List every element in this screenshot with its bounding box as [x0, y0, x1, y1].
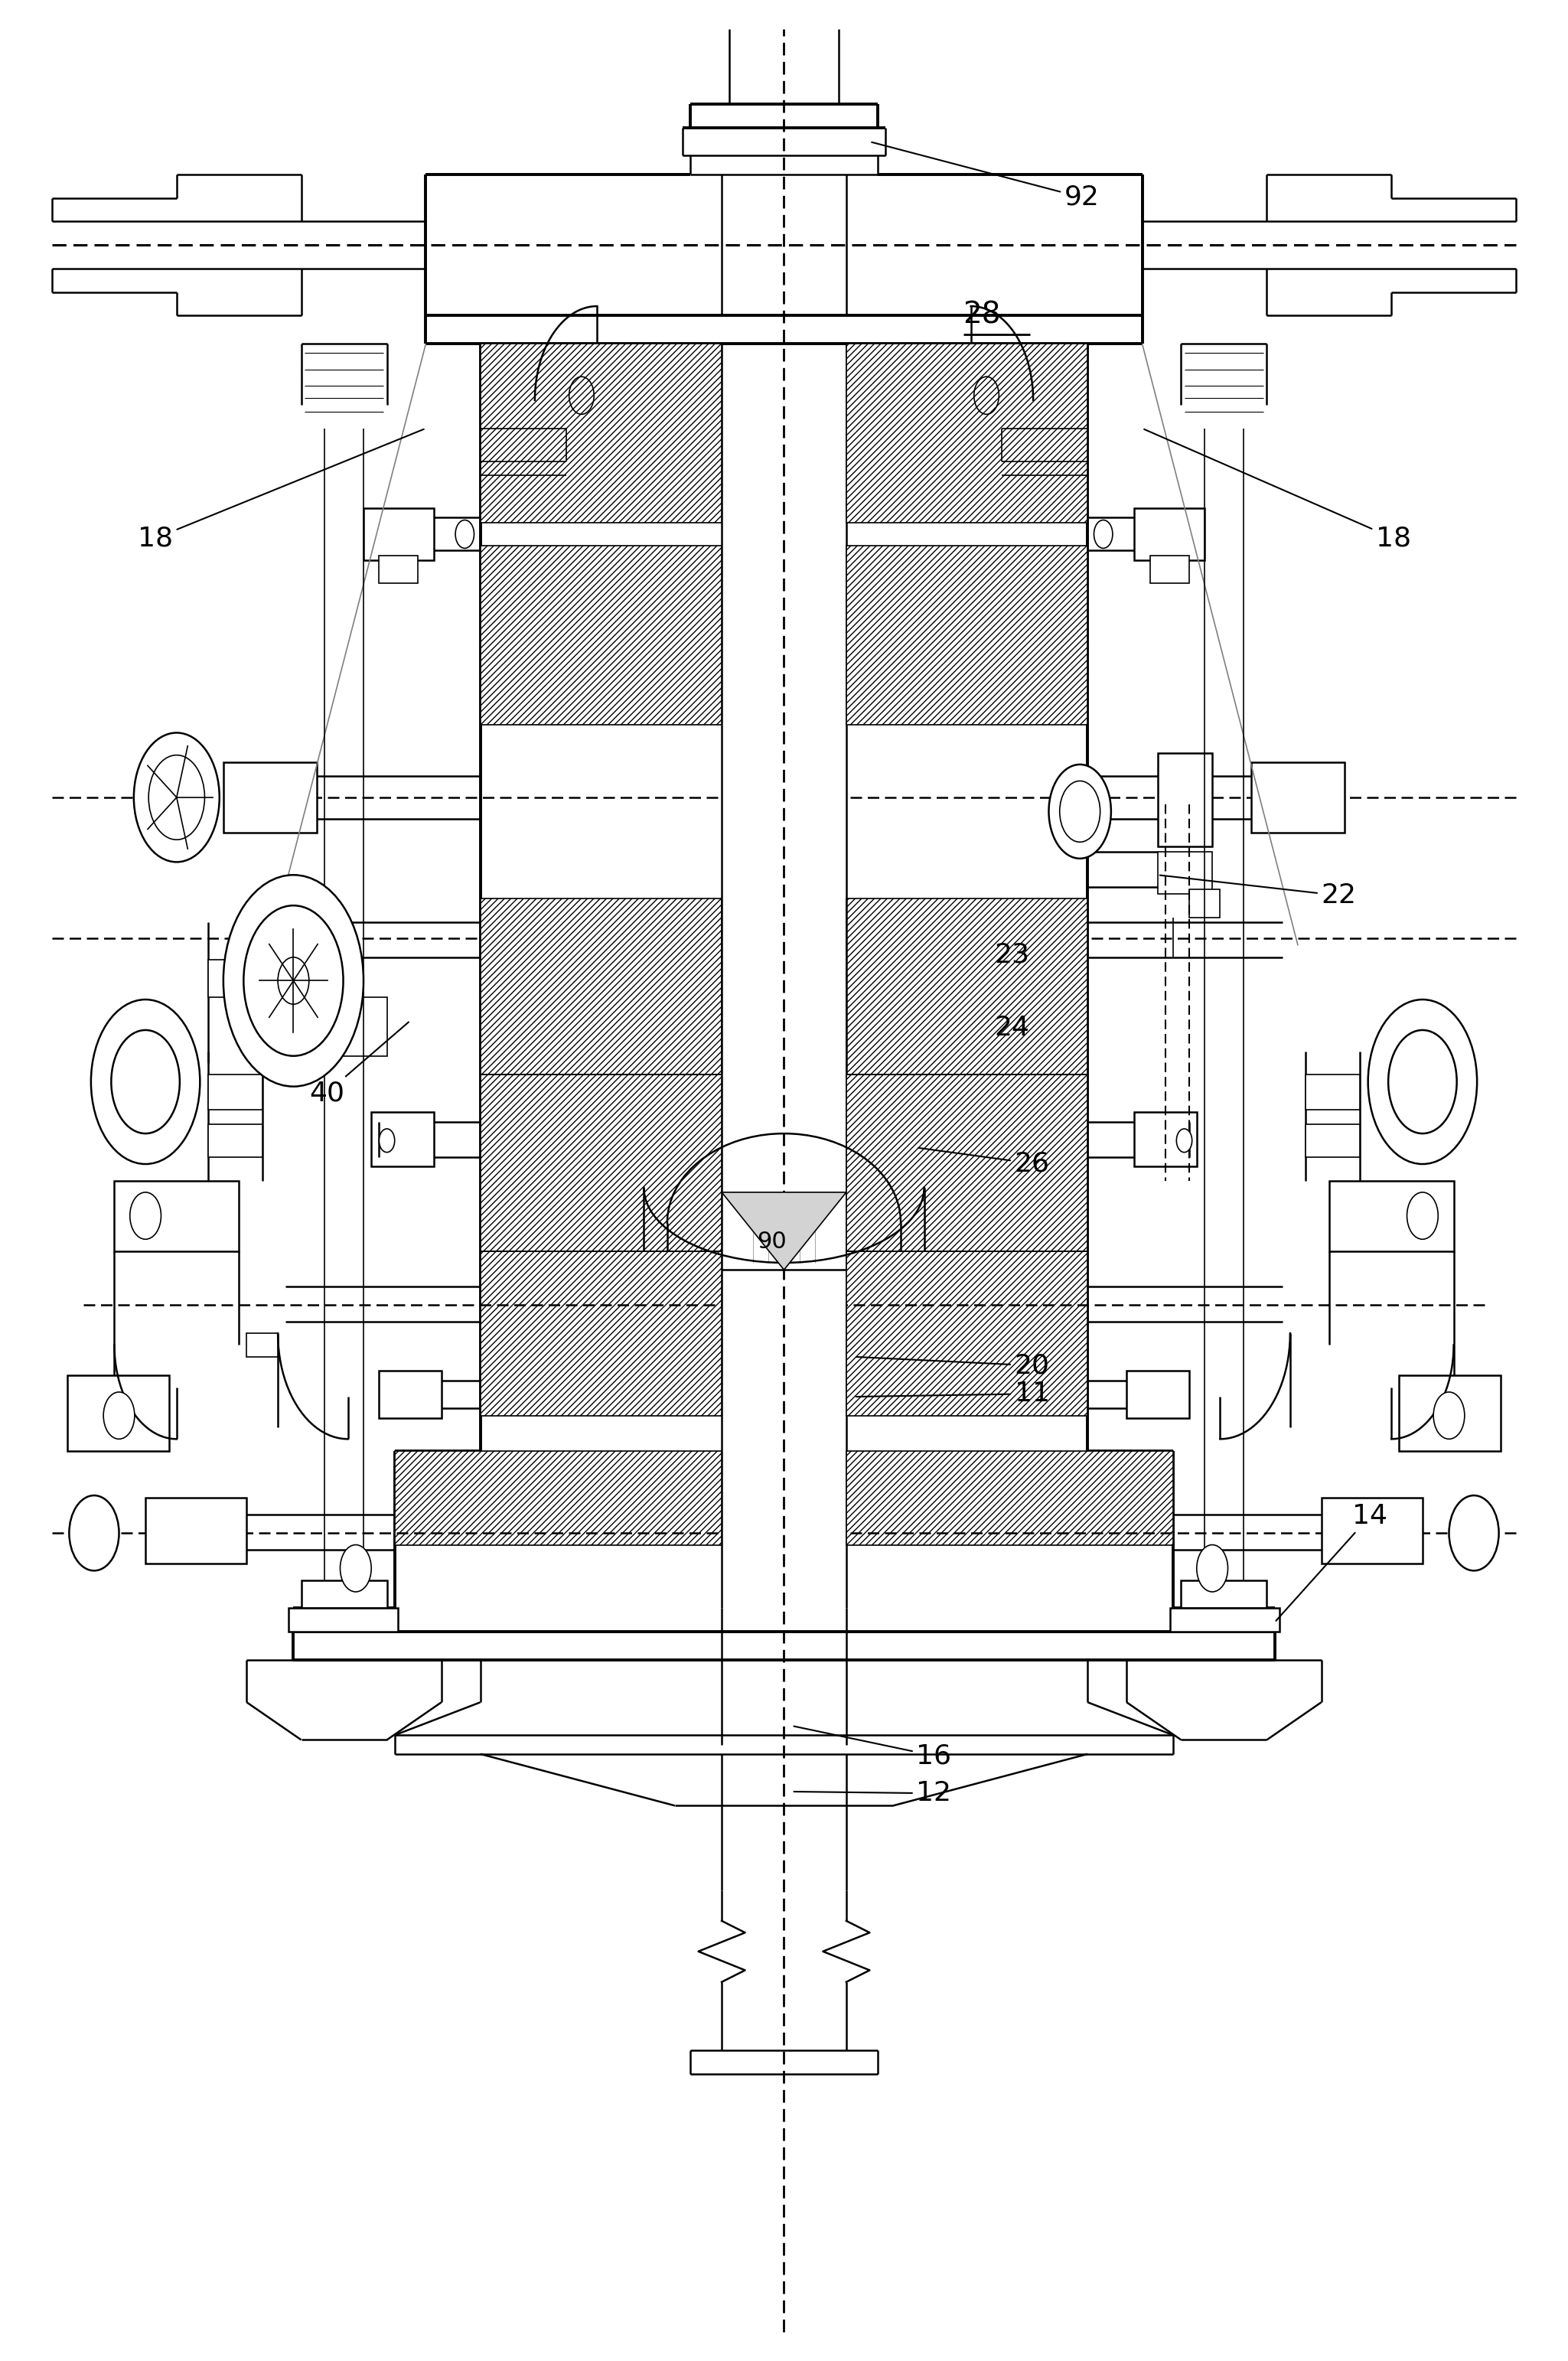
Bar	[1157, 753, 1212, 848]
Bar	[1306, 1074, 1359, 1110]
Bar	[1134, 1112, 1196, 1166]
Text: 12: 12	[793, 1780, 952, 1806]
Bar	[246, 1334, 278, 1358]
Ellipse shape	[1367, 999, 1477, 1164]
Circle shape	[149, 756, 205, 841]
Circle shape	[379, 1129, 395, 1152]
Bar	[1189, 890, 1220, 918]
Ellipse shape	[1049, 765, 1112, 859]
Bar	[301, 1580, 387, 1608]
Bar	[1127, 1372, 1189, 1419]
Bar	[1251, 763, 1345, 833]
Circle shape	[1433, 1393, 1465, 1440]
Ellipse shape	[133, 732, 220, 862]
Bar	[847, 1450, 1173, 1544]
Text: 24: 24	[994, 1015, 1030, 1041]
Bar	[223, 763, 317, 833]
Bar	[289, 1608, 398, 1631]
Bar	[1157, 852, 1212, 895]
Bar	[1134, 508, 1204, 560]
Circle shape	[103, 1393, 135, 1440]
Text: 40: 40	[309, 1022, 409, 1105]
Circle shape	[130, 1192, 162, 1240]
Bar	[114, 1180, 238, 1251]
Bar	[847, 900, 1088, 1074]
Bar	[379, 555, 419, 583]
Ellipse shape	[91, 999, 201, 1164]
Bar	[480, 545, 721, 725]
Text: 23: 23	[994, 942, 1030, 968]
Bar	[480, 345, 721, 522]
Bar	[209, 1074, 262, 1110]
Bar	[209, 959, 278, 996]
Bar	[278, 996, 387, 1055]
Circle shape	[111, 1029, 180, 1133]
Ellipse shape	[223, 876, 364, 1086]
Circle shape	[1449, 1495, 1499, 1570]
Bar	[364, 508, 434, 560]
Text: 90: 90	[757, 1230, 787, 1254]
Bar	[480, 1074, 721, 1251]
Bar	[847, 1450, 1173, 1544]
Bar	[1399, 1376, 1501, 1450]
Bar	[847, 345, 1088, 522]
Bar	[1181, 1580, 1267, 1608]
Circle shape	[1196, 1544, 1228, 1591]
Bar	[847, 545, 1088, 725]
Bar	[847, 1251, 1088, 1417]
Bar	[480, 900, 721, 1074]
Bar	[847, 1074, 1088, 1251]
Bar	[395, 1450, 721, 1544]
Text: 11: 11	[856, 1381, 1049, 1407]
Circle shape	[1388, 1029, 1457, 1133]
Bar	[372, 1112, 434, 1166]
Bar	[480, 1251, 721, 1417]
Text: 18: 18	[138, 430, 423, 550]
Bar	[480, 1251, 721, 1417]
Bar	[209, 1124, 262, 1157]
Bar	[480, 1074, 721, 1251]
Bar	[1170, 1608, 1279, 1631]
Circle shape	[1060, 781, 1101, 843]
Bar	[847, 900, 1088, 1074]
Text: 28: 28	[963, 300, 1000, 331]
Circle shape	[1176, 1129, 1192, 1152]
Bar	[847, 545, 1088, 725]
Bar	[480, 900, 721, 1074]
Bar	[1322, 1497, 1422, 1563]
Circle shape	[1406, 1192, 1438, 1240]
Bar	[395, 1450, 721, 1544]
Circle shape	[243, 907, 343, 1055]
Bar	[847, 1251, 1088, 1417]
Bar	[146, 1497, 246, 1563]
Circle shape	[569, 378, 594, 413]
Bar	[1149, 555, 1189, 583]
Bar	[1330, 1180, 1454, 1251]
Text: 92: 92	[872, 142, 1099, 210]
Circle shape	[974, 378, 999, 413]
Circle shape	[1094, 519, 1113, 548]
Text: 26: 26	[919, 1147, 1049, 1176]
Bar	[847, 345, 1088, 522]
Bar	[480, 545, 721, 725]
Text: 20: 20	[856, 1353, 1049, 1379]
Text: 22: 22	[1160, 876, 1356, 909]
Bar	[847, 1074, 1088, 1251]
Text: 16: 16	[793, 1726, 952, 1768]
Circle shape	[455, 519, 474, 548]
Text: 14: 14	[1276, 1504, 1388, 1620]
Circle shape	[69, 1495, 119, 1570]
Bar	[480, 345, 721, 522]
Circle shape	[278, 956, 309, 1003]
Text: 18: 18	[1145, 430, 1411, 550]
Circle shape	[340, 1544, 372, 1591]
Bar	[379, 1372, 441, 1419]
Polygon shape	[721, 1192, 847, 1270]
Bar	[67, 1376, 169, 1450]
Bar	[1306, 1124, 1359, 1157]
